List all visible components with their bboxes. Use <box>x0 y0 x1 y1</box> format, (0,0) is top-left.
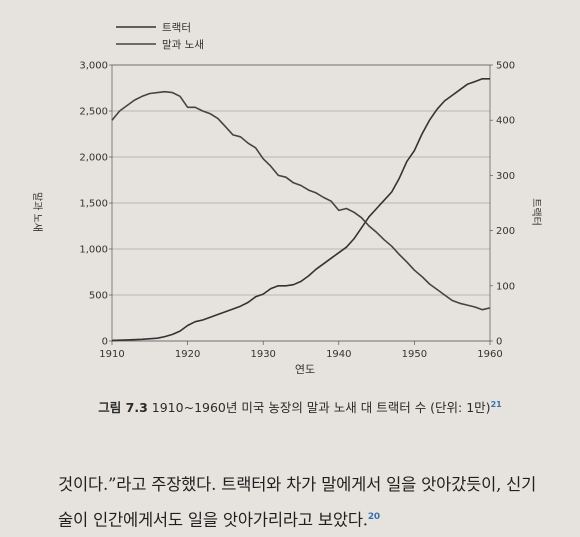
left-tick-label-4: 2,000 <box>79 153 108 164</box>
body-line-2-text: 술이 인간에게서도 일을 앗아가리라고 보았다. <box>58 510 368 530</box>
left-tick-label-3: 1,500 <box>79 199 108 210</box>
right-tick-label-2: 200 <box>496 226 515 237</box>
line-chart: 0 500 1,000 1,500 2,000 2,500 3,000 0 100 200 300… <box>31 22 542 376</box>
x-tick-label-4: 1950 <box>402 349 427 360</box>
right-tick-label-5: 500 <box>496 61 515 72</box>
grid-lines <box>112 64 490 342</box>
x-tick-label-5: 1960 <box>477 349 502 360</box>
series-line-1 <box>111 90 491 311</box>
left-tick-label-6: 3,000 <box>79 61 108 72</box>
figure-label: 그림 7.3 <box>98 400 148 415</box>
x-tick-label-2: 1930 <box>250 349 275 360</box>
right-tick-label-0: 0 <box>496 337 502 348</box>
left-tick-label-0: 0 <box>102 337 108 348</box>
right-tick-label-3: 300 <box>496 171 515 182</box>
left-tick-label-2: 1,000 <box>79 245 108 256</box>
body-line-2: 술이 인간에게서도 일을 앗아가리라고 보았다.20 <box>58 501 563 537</box>
caption-text: 1910~1960년 미국 농장의 말과 노새 대 트랙터 수 (단위: 1만) <box>151 400 491 415</box>
legend-label-0: 트랙터 <box>162 22 191 34</box>
x-axis-ticks: 1910 1920 1930 1940 1950 1960 <box>99 341 503 360</box>
series-line-0 <box>111 78 490 342</box>
right-tick-label-1: 100 <box>496 281 515 292</box>
x-tick-label-3: 1940 <box>326 349 351 360</box>
right-tick-label-4: 400 <box>496 116 515 127</box>
figure-caption: 그림 7.3 1910~1960년 미국 농장의 말과 노새 대 트랙터 수 (단… <box>0 397 580 416</box>
x-tick-label-0: 1910 <box>99 349 124 360</box>
body-footnote: 20 <box>367 512 380 522</box>
left-axis-ticks: 0 500 1,000 1,500 2,000 2,500 3,000 <box>79 61 112 348</box>
x-tick-label-1: 1920 <box>175 349 200 360</box>
right-axis-label: 트랙터 <box>530 198 542 226</box>
x-axis-label: 연도 <box>295 363 315 376</box>
body-paragraph: 것이다.”라고 주장했다. 트랙터와 차가 말에게서 일을 앗아갔듯이, 신기 … <box>58 468 563 537</box>
left-tick-label-1: 500 <box>89 291 108 302</box>
body-line-1: 것이다.”라고 주장했다. 트랙터와 차가 말에게서 일을 앗아갔듯이, 신기 <box>58 475 537 494</box>
right-axis-ticks: 0 100 200 300 400 500 <box>490 61 515 348</box>
left-axis-label: 말과 노새 <box>31 192 43 232</box>
legend-label-1: 말과 노새 <box>162 39 204 51</box>
left-tick-label-5: 2,500 <box>79 107 108 118</box>
series-lines <box>111 78 491 342</box>
caption-footnote: 21 <box>490 399 502 409</box>
